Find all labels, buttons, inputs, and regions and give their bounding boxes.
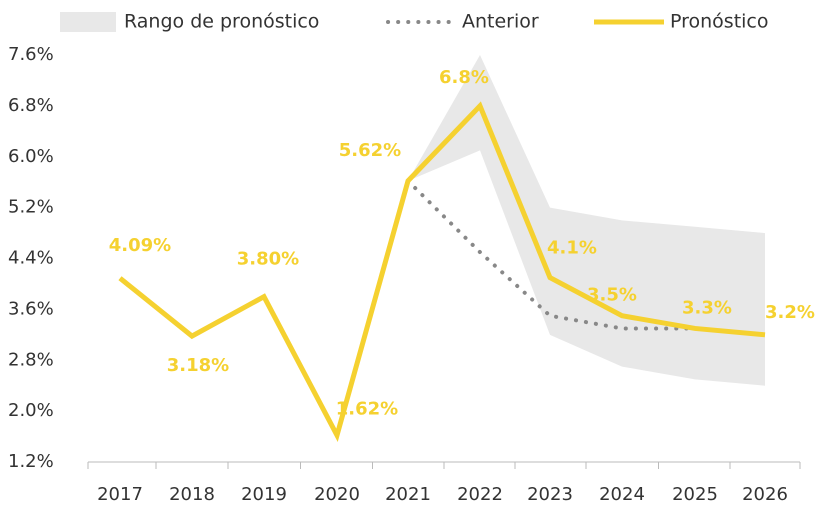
y-tick-label: 4.4% [8,248,54,269]
x-tick-label: 2022 [457,484,503,505]
legend-label: Anterior [462,11,539,33]
x-tick-label: 2026 [742,484,788,505]
x-tick-label: 2024 [599,484,645,505]
y-tick-label: 7.6% [8,44,54,65]
x-tick-label: 2019 [241,484,287,505]
data-label: 4.09% [109,235,171,256]
data-label: 1.62% [336,398,398,419]
data-label: 3.2% [765,302,815,323]
x-tick-label: 2021 [385,484,431,505]
x-tick-label: 2025 [672,484,718,505]
x-tick-label: 2020 [314,484,360,505]
data-label: 4.1% [547,238,597,259]
legend-swatch-range [60,12,116,32]
data-label: 3.5% [587,285,637,306]
line-dotted [406,178,697,331]
y-tick-label: 1.2% [8,451,54,472]
y-tick-label: 6.8% [8,95,54,116]
legend-label: Pronóstico [670,11,769,33]
y-tick-label: 2.8% [8,349,54,370]
data-label: 5.62% [339,140,401,161]
y-tick-label: 5.2% [8,197,54,218]
data-label: 3.3% [682,297,732,318]
line-solid [118,101,766,443]
legend-label: Rango de pronóstico [124,11,319,33]
forecast-range [408,55,765,386]
y-tick-label: 2.0% [8,400,54,421]
data-label: 3.80% [237,249,299,270]
data-label: 6.8% [439,67,489,88]
x-tick-label: 2017 [97,484,143,505]
y-tick-label: 6.0% [8,146,54,167]
data-label: 3.18% [167,355,229,376]
y-tick-label: 3.6% [8,298,54,319]
x-tick-label: 2023 [527,484,573,505]
x-tick-label: 2018 [169,484,215,505]
